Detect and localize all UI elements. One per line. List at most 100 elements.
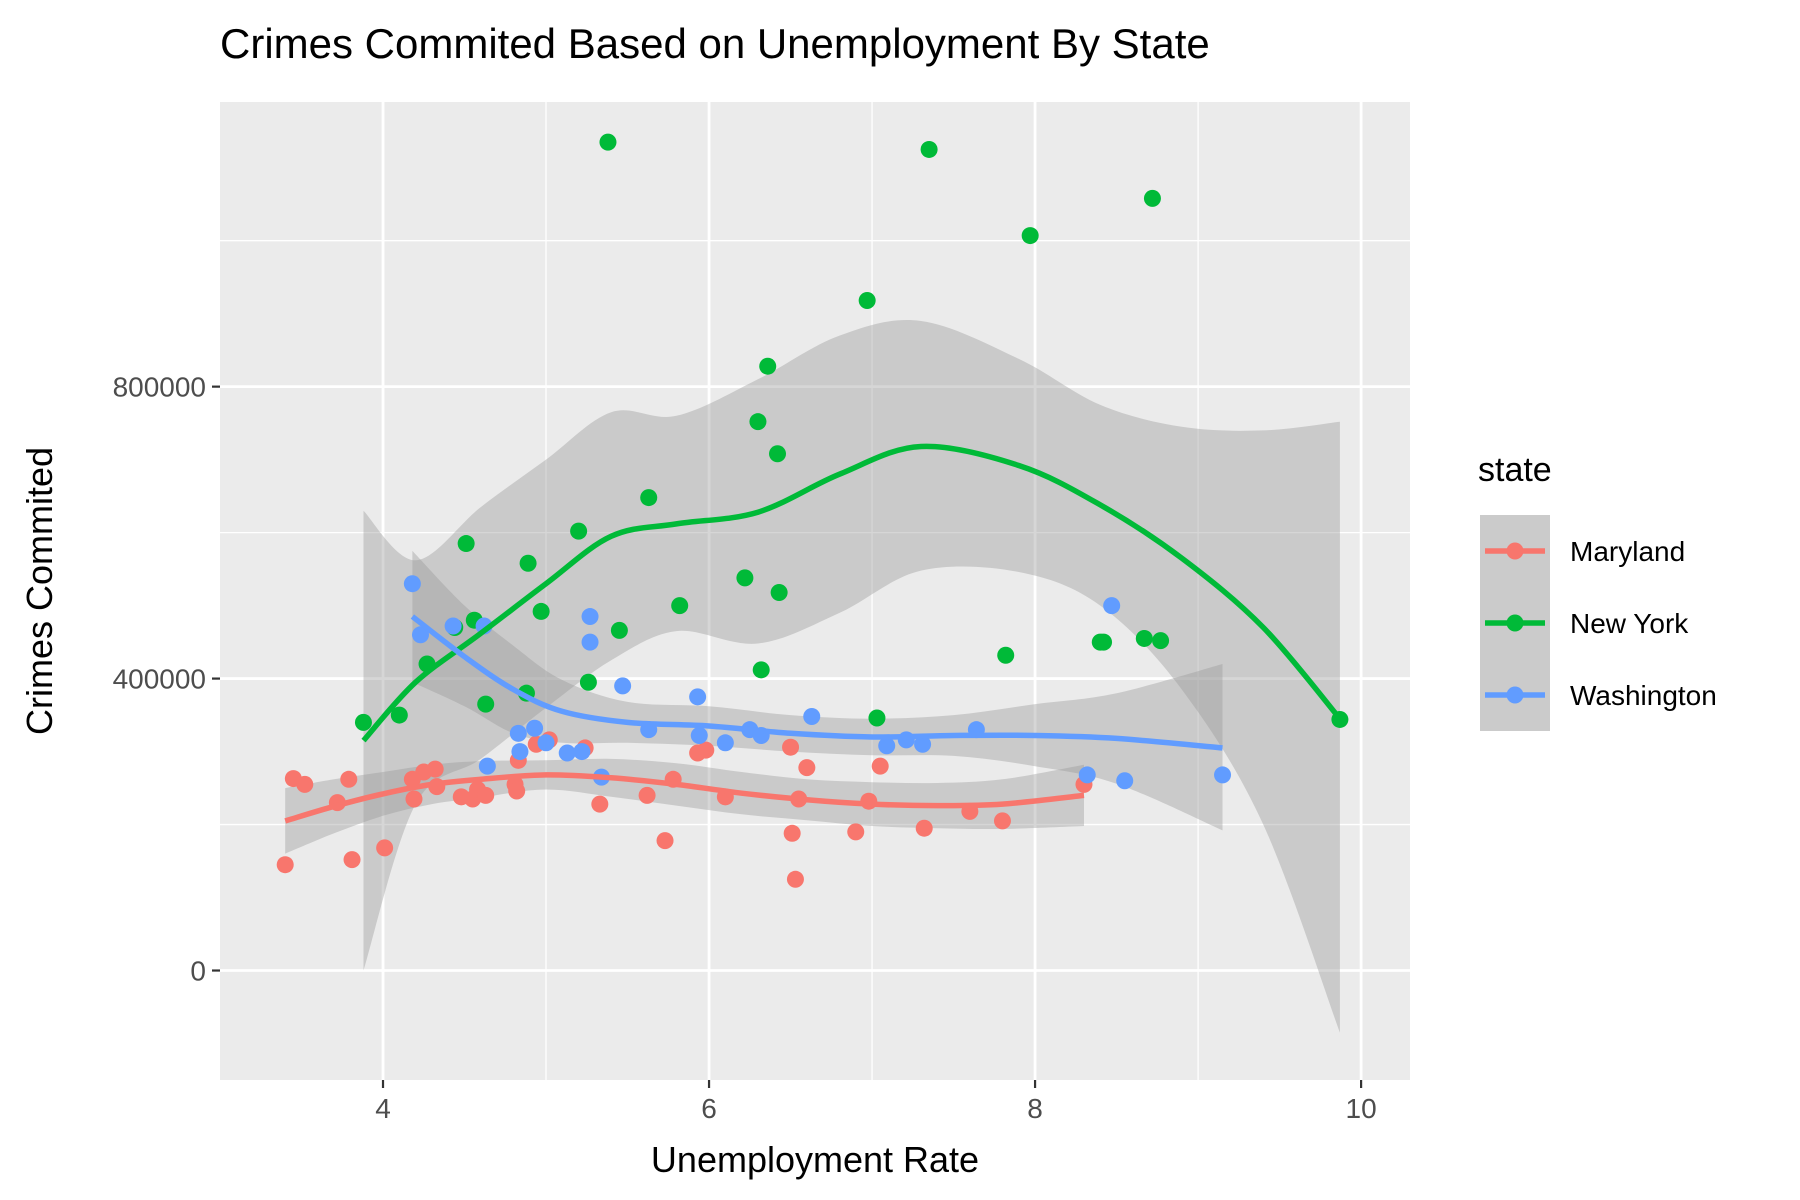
y-axis: 0 400000 800000 — [113, 372, 220, 987]
y-tick-label: 800000 — [113, 372, 206, 403]
point-washington — [914, 735, 932, 753]
point-washington — [478, 757, 496, 775]
point-new-york — [858, 292, 876, 310]
point-new-york — [1021, 227, 1039, 245]
point-washington — [1103, 597, 1121, 615]
point-new-york — [1143, 189, 1161, 207]
point-washington — [412, 626, 430, 644]
x-axis: 4 6 8 10 — [375, 1080, 1377, 1124]
point-new-york — [770, 583, 788, 601]
point-new-york — [457, 535, 475, 553]
point-new-york — [752, 661, 770, 679]
legend-label-washington: Washington — [1570, 680, 1717, 711]
point-washington — [511, 743, 529, 761]
grid-minor — [220, 102, 1410, 1080]
legend-label-new-york: New York — [1570, 608, 1689, 639]
point-new-york — [354, 713, 372, 731]
confidence-band-washington — [412, 550, 1223, 831]
point-new-york — [997, 646, 1015, 664]
point-maryland — [656, 832, 674, 850]
point-washington — [581, 633, 599, 651]
legend: state Maryland New York Washington — [1478, 451, 1717, 731]
point-new-york — [920, 140, 938, 158]
point-maryland — [697, 741, 715, 759]
smooth-line-maryland — [284, 772, 1085, 824]
point-maryland — [405, 790, 423, 808]
point-new-york — [532, 602, 550, 620]
smooth-line-washington — [410, 614, 1223, 751]
point-washington — [573, 743, 591, 761]
point-washington — [526, 719, 544, 737]
point-washington — [803, 708, 821, 726]
confidence-bands — [285, 320, 1340, 1033]
point-maryland — [782, 738, 800, 756]
point-new-york — [579, 673, 597, 691]
point-maryland — [477, 786, 495, 804]
grid-major — [220, 102, 1410, 1080]
smooth-line-new-york — [361, 443, 1343, 743]
point-new-york — [1135, 629, 1153, 647]
point-washington — [558, 744, 576, 762]
point-new-york — [519, 554, 537, 572]
chart-title: Crimes Commited Based on Unemployment By… — [220, 20, 1210, 67]
point-maryland — [340, 770, 358, 788]
point-new-york — [769, 445, 787, 463]
y-tick-label: 0 — [190, 956, 206, 987]
plot-area — [220, 102, 1410, 1080]
x-tick-label: 10 — [1346, 1093, 1377, 1124]
point-maryland — [847, 823, 865, 841]
point-maryland — [426, 760, 444, 778]
point-new-york — [640, 489, 658, 507]
point-washington — [444, 617, 462, 635]
point-washington — [403, 575, 421, 593]
point-washington — [1078, 766, 1096, 784]
x-tick-label: 6 — [701, 1093, 717, 1124]
point-washington — [716, 734, 734, 752]
point-maryland — [296, 775, 314, 793]
point-new-york — [749, 413, 767, 431]
smooth-lines — [284, 443, 1343, 824]
confidence-band-maryland — [285, 758, 1084, 854]
point-maryland — [591, 795, 609, 813]
point-new-york — [671, 597, 689, 615]
point-maryland — [871, 757, 889, 775]
point-maryland — [376, 839, 394, 857]
point-new-york — [759, 357, 777, 375]
point-maryland — [786, 870, 804, 888]
point-washington — [878, 737, 896, 755]
point-washington — [537, 734, 555, 752]
legend-point-maryland — [1506, 542, 1524, 560]
confidence-band-new-york — [363, 320, 1340, 1033]
point-maryland — [638, 786, 656, 804]
x-tick-label: 4 — [375, 1093, 391, 1124]
point-new-york — [390, 706, 408, 724]
legend-title: state — [1478, 451, 1552, 489]
y-axis-title: Crimes Commited — [19, 447, 60, 735]
point-maryland — [508, 782, 526, 800]
legend-items: Maryland New York Washington — [1480, 515, 1717, 731]
point-washington — [509, 724, 527, 742]
point-new-york — [1095, 633, 1113, 651]
point-maryland — [993, 812, 1011, 830]
legend-point-new-york — [1506, 614, 1524, 632]
plot-panel — [220, 102, 1410, 1080]
y-tick-label: 400000 — [113, 664, 206, 695]
legend-point-washington — [1506, 686, 1524, 704]
x-tick-label: 8 — [1027, 1093, 1043, 1124]
point-new-york — [599, 133, 617, 151]
point-new-york — [1152, 632, 1170, 650]
point-maryland — [783, 824, 801, 842]
point-new-york — [570, 522, 588, 540]
point-washington — [581, 608, 599, 626]
point-new-york — [868, 709, 886, 727]
point-new-york — [736, 569, 754, 587]
x-axis-title: Unemployment Rate — [651, 1139, 979, 1180]
point-maryland — [798, 759, 816, 777]
point-new-york — [610, 621, 628, 639]
point-new-york — [477, 695, 495, 713]
point-washington — [1214, 766, 1232, 784]
legend-label-maryland: Maryland — [1570, 536, 1685, 567]
point-washington — [690, 727, 708, 745]
point-washington — [1116, 772, 1134, 790]
